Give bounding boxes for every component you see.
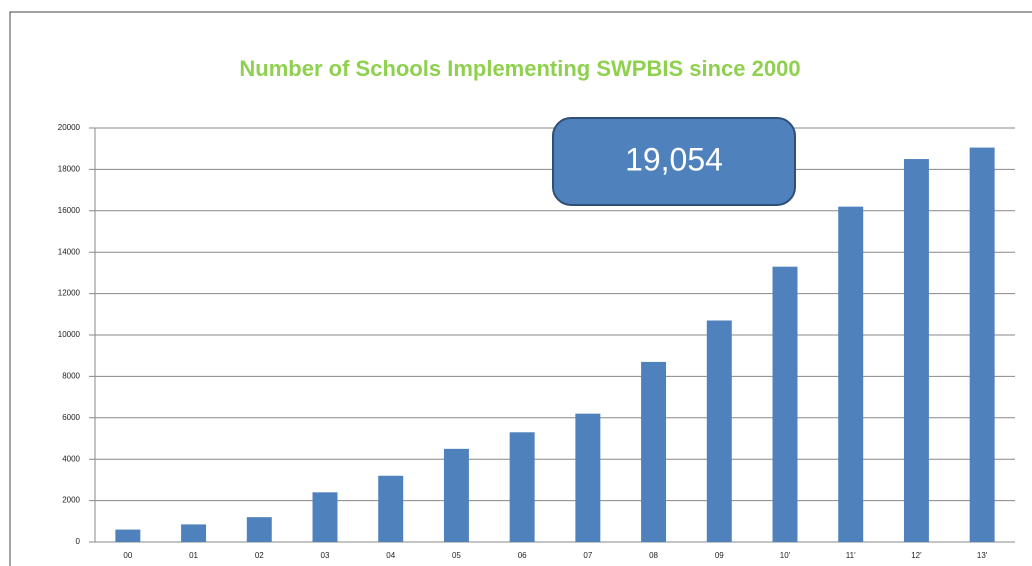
bar (312, 492, 338, 542)
bar (706, 320, 732, 542)
x-tick-label: 03 (321, 551, 330, 560)
x-tick-label: 09 (715, 551, 724, 560)
y-tick-label: 6000 (62, 413, 80, 422)
chart-title: Number of Schools Implementing SWPBIS si… (239, 56, 800, 81)
x-tick-label: 05 (452, 551, 461, 560)
y-tick-label: 0 (76, 537, 81, 546)
bar (641, 361, 667, 542)
bar (246, 517, 272, 542)
bar (838, 206, 864, 542)
annotation: 19,054 (625, 141, 723, 177)
x-tick-label: 10' (780, 551, 791, 560)
x-tick-label: 13' (977, 551, 988, 560)
x-tick-label: 11' (846, 551, 856, 560)
bar (903, 159, 929, 543)
x-tick-label: 06 (518, 551, 527, 560)
x-tick-label: 07 (583, 551, 592, 560)
x-tick-label: 02 (255, 551, 264, 560)
x-tick-label: 01 (189, 551, 198, 560)
y-tick-label: 20000 (58, 123, 81, 132)
y-tick-label: 8000 (62, 372, 80, 381)
y-tick-label: 12000 (58, 289, 81, 298)
bar (575, 413, 601, 542)
x-tick-label: 00 (123, 551, 132, 560)
y-tick-label: 16000 (58, 206, 81, 215)
bar (115, 529, 141, 542)
x-tick-label: 04 (386, 551, 395, 560)
bar (181, 524, 207, 542)
bar (443, 448, 469, 542)
y-tick-label: 2000 (62, 496, 80, 505)
y-tick-label: 14000 (58, 247, 81, 256)
x-tick-label: 08 (649, 551, 658, 560)
bar (969, 147, 995, 542)
y-tick-label: 18000 (58, 165, 81, 174)
bar (772, 266, 798, 542)
y-tick-label: 10000 (58, 330, 81, 339)
bar (378, 475, 404, 542)
annotation-box (552, 117, 796, 206)
y-tick-label: 4000 (62, 454, 80, 463)
bar (509, 432, 535, 542)
x-tick-label: 12' (911, 551, 922, 560)
